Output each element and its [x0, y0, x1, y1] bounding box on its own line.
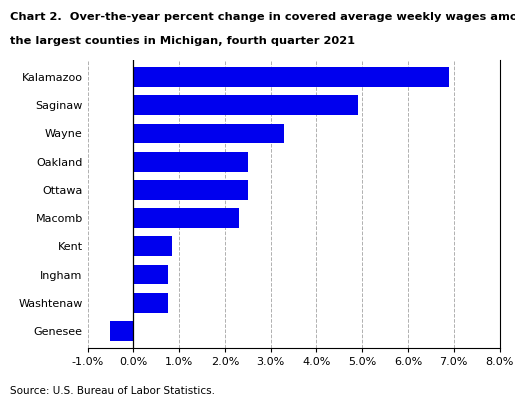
Text: Chart 2.  Over-the-year percent change in covered average weekly wages among: Chart 2. Over-the-year percent change in…	[10, 12, 515, 22]
Bar	[133, 67, 449, 87]
Text: Source: U.S. Bureau of Labor Statistics.: Source: U.S. Bureau of Labor Statistics.	[10, 386, 215, 396]
Bar	[133, 208, 238, 228]
Bar	[133, 152, 248, 172]
Bar	[133, 265, 168, 284]
Text: the largest counties in Michigan, fourth quarter 2021: the largest counties in Michigan, fourth…	[10, 36, 355, 46]
Bar	[133, 236, 172, 256]
Bar	[133, 180, 248, 200]
Bar	[110, 321, 133, 341]
Bar	[133, 95, 357, 115]
Bar	[133, 293, 168, 313]
Bar	[133, 124, 284, 143]
